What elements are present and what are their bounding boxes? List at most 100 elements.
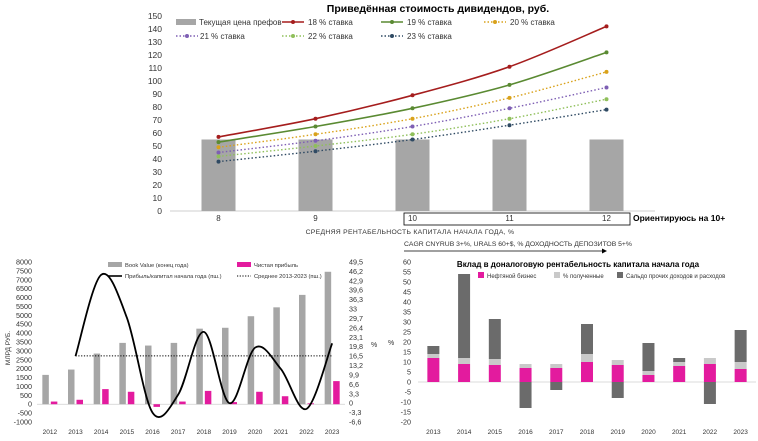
bl-y-tick-6500: 6500 — [16, 284, 32, 293]
br-seg-0-2017 — [550, 368, 563, 382]
bl-legend-avg: Среднее 2013-2023 (пш.) — [254, 274, 322, 280]
series-point-18-11 — [507, 64, 512, 69]
br-x-axis: 2013 2014 2015 2016 2017 2018 2019 2020 2021 2022… — [426, 429, 748, 436]
br-legend-swatch-other — [617, 272, 623, 278]
top-legend: Текущая цена префов 18 % ставка 19 % ста… — [176, 18, 555, 41]
series-point-23-10 — [410, 137, 415, 142]
br-seg-1-2016 — [519, 364, 532, 368]
br-y-tick-25: 25 — [403, 328, 411, 337]
legend-label-18: 18 % ставка — [308, 18, 353, 27]
net-profit-bar-2017 — [179, 401, 186, 405]
top-bars — [201, 139, 624, 211]
top-y-tick-110: 110 — [148, 63, 162, 73]
net-profit-bar-2012 — [50, 401, 58, 405]
price-bar-10 — [395, 139, 430, 211]
assumptions-arrowhead — [602, 248, 607, 254]
bl-y-tick-7500: 7500 — [16, 266, 32, 275]
top-x-tick-10: 10 — [408, 214, 417, 223]
series-point-22-11 — [507, 116, 512, 121]
br-seg-1-2020 — [642, 371, 655, 375]
br-seg-0-2023 — [734, 369, 747, 382]
br-legend-oil: Нефтяной бизнес — [487, 273, 536, 280]
bl-y-tick-7000: 7000 — [16, 275, 32, 284]
top-y-tick-0: 0 — [157, 206, 162, 216]
series-point-19-9 — [313, 124, 318, 129]
bl-x-tick-2017: 2017 — [171, 429, 186, 436]
br-seg-0-2019 — [611, 365, 624, 382]
br-seg-0-2021 — [673, 366, 686, 382]
br-seg-0-2015 — [488, 365, 501, 382]
legend-label-20: 20 % ставка — [510, 18, 555, 27]
series-point-18-12 — [604, 24, 609, 29]
br-seg-2-2018 — [581, 324, 593, 354]
bl-y2-axis-label: % — [371, 342, 377, 349]
series-point-23-9 — [313, 149, 318, 154]
bl-x-tick-2012: 2012 — [43, 429, 58, 436]
book-value-bar-2013 — [68, 369, 75, 405]
target-range-box — [403, 212, 631, 226]
br-x-tick-2023: 2023 — [733, 429, 748, 436]
bl-y2-tick-1: -3,3 — [349, 408, 361, 417]
top-x-axis: 8 9 10 11 12 — [216, 214, 611, 223]
net-profit-bar-2023 — [333, 381, 340, 405]
legend-item-18: 18 % ставка — [282, 18, 353, 27]
top-y-tick-140: 140 — [148, 24, 162, 34]
series-point-19-8 — [216, 140, 221, 145]
bl-y-tick-8000: 8000 — [16, 258, 32, 267]
br-legend-other: Сальдо прочих доходов и расходов — [626, 274, 725, 280]
top-y-tick-80: 80 — [153, 102, 163, 112]
legend-item-19: 19 % ставка — [381, 18, 452, 27]
series-point-21-8 — [216, 150, 221, 155]
bl-y-tick--1000: -1000 — [14, 418, 32, 427]
br-y-tick-45: 45 — [403, 288, 411, 297]
br-y-tick-50: 50 — [403, 278, 411, 287]
bl-y-tick-4500: 4500 — [16, 320, 32, 329]
series-point-19-10 — [410, 106, 415, 111]
assumptions-note: CAGR CNYRUB 3+%, URALS 60+$, % ДОХОДНОСТ… — [404, 241, 632, 248]
series-point-22-9 — [313, 144, 318, 148]
bl-y-tick-0: 0 — [28, 400, 32, 409]
br-y-tick-55: 55 — [403, 268, 411, 277]
book-value-bar-2018 — [196, 328, 203, 405]
net-profit-bar-2014 — [102, 389, 109, 405]
book-value-bar-2012 — [42, 374, 49, 405]
br-x-tick-2015: 2015 — [488, 429, 503, 436]
bl-y2-tick-6: 13,2 — [349, 361, 363, 370]
book-value-bar-2014 — [93, 353, 101, 405]
bl-y-tick-2000: 2000 — [16, 364, 32, 373]
series-point-19-12 — [604, 50, 609, 55]
series-line-23 — [218, 108, 607, 163]
br-seg-2-2017 — [550, 382, 563, 390]
br-seg-0-2013 — [427, 358, 440, 382]
br-x-tick-2014: 2014 — [457, 429, 472, 436]
br-y-tick--5: -5 — [405, 388, 411, 397]
br-y-tick-0: 0 — [407, 378, 411, 387]
top-y-tick-90: 90 — [153, 89, 163, 99]
series-point-18-9 — [313, 116, 318, 121]
series-point-20-11 — [507, 95, 512, 100]
top-x-tick-8: 8 — [216, 214, 221, 223]
br-seg-1-2022 — [703, 358, 716, 364]
net-profit-bar-2019 — [230, 402, 237, 405]
roe-contribution-chart: Вклад в доналоговую рентабельность капит… — [388, 258, 756, 436]
series-point-23-12 — [604, 107, 609, 112]
br-y-tick-60: 60 — [403, 258, 411, 267]
top-y-tick-150: 150 — [148, 11, 162, 21]
bl-x-tick-2015: 2015 — [120, 429, 135, 436]
br-y-tick-30: 30 — [403, 318, 411, 327]
bl-y-tick-3500: 3500 — [16, 338, 32, 347]
br-seg-2-2023 — [734, 330, 747, 362]
top-x-tick-12: 12 — [602, 214, 611, 223]
top-y-tick-50: 50 — [153, 141, 163, 151]
legend-item-22: 22 % ставка — [282, 32, 353, 41]
series-point-22-10 — [410, 132, 415, 137]
br-seg-0-2020 — [642, 375, 655, 382]
top-y-tick-70: 70 — [153, 115, 163, 125]
bl-y-tick-3000: 3000 — [16, 346, 32, 355]
top-chart-title: Приведённая стоимость дивидендов, руб. — [327, 3, 549, 15]
top-y-axis: 0 10 20 30 40 50 60 70 80 90 100 110 120 130 140 150 — [148, 11, 655, 216]
present-value-chart: Приведённая стоимость дивидендов, руб. 0… — [148, 3, 725, 254]
series-point-21-10 — [410, 124, 415, 129]
br-seg-1-2021 — [673, 362, 686, 366]
bl-y2-tick-11: 29,7 — [349, 314, 363, 323]
